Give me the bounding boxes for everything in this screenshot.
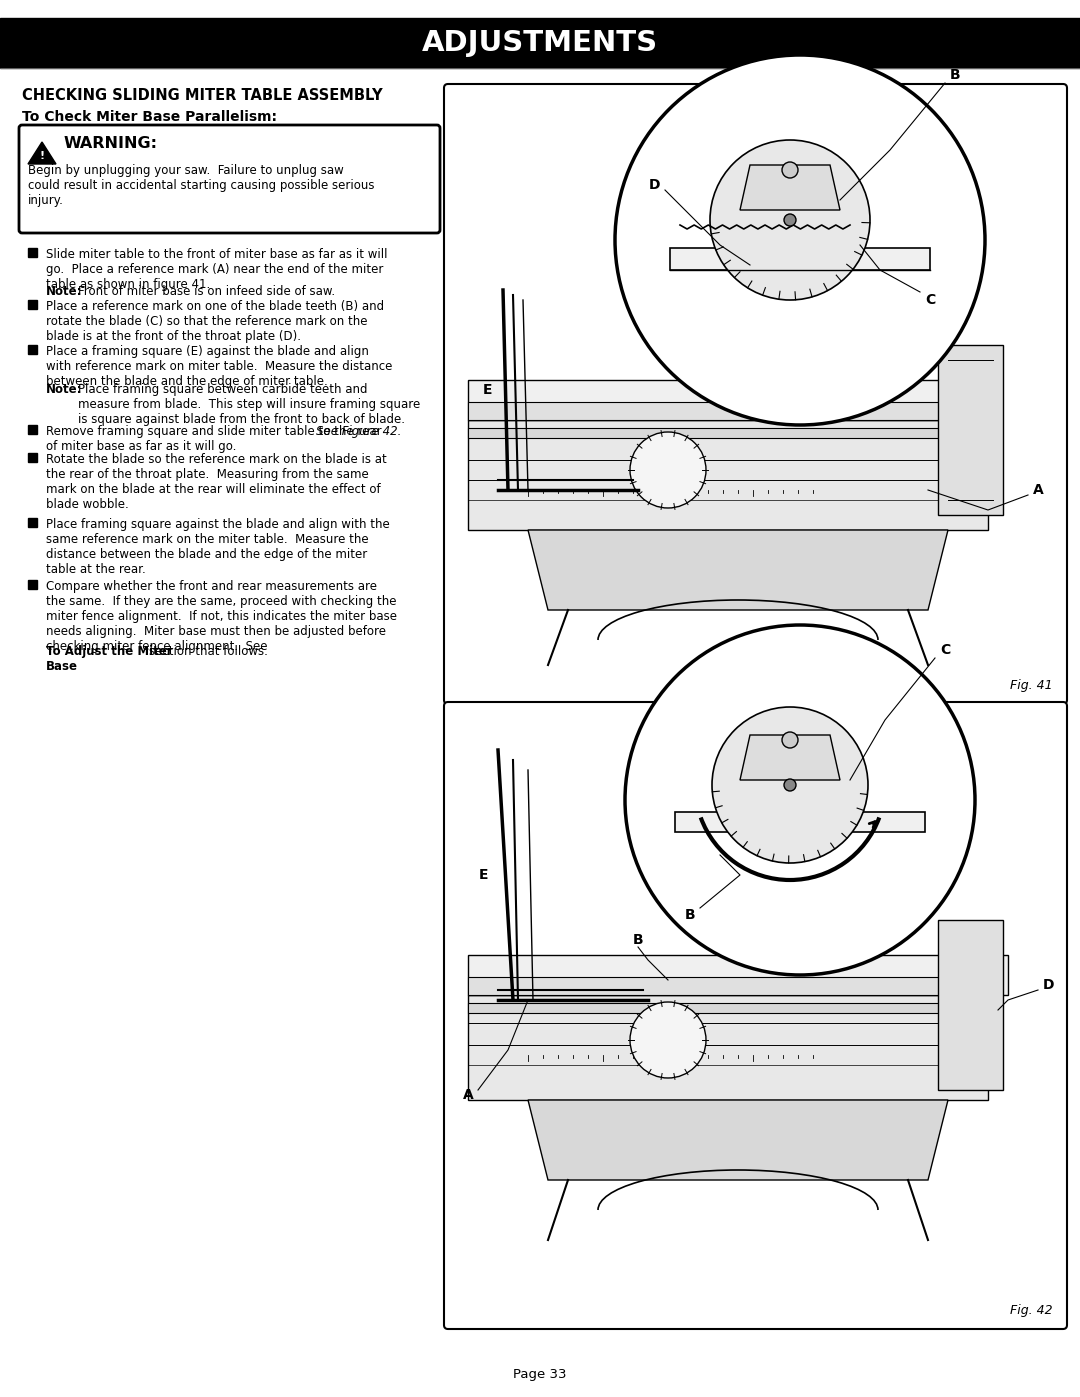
Text: Front of miter base is on infeed side of saw.: Front of miter base is on infeed side of… <box>78 285 335 298</box>
Text: !: ! <box>40 151 44 161</box>
Circle shape <box>782 732 798 747</box>
Text: B: B <box>633 933 644 947</box>
Bar <box>468 420 988 529</box>
Bar <box>468 427 948 439</box>
Text: B: B <box>685 908 696 922</box>
Circle shape <box>710 140 870 300</box>
Text: CHECKING SLIDING MITER TABLE ASSEMBLY: CHECKING SLIDING MITER TABLE ASSEMBLY <box>22 88 382 103</box>
Bar <box>28 580 37 590</box>
Polygon shape <box>528 529 948 610</box>
Text: ADJUSTMENTS: ADJUSTMENTS <box>422 29 658 57</box>
Text: C: C <box>924 293 935 307</box>
Text: E: E <box>478 868 488 882</box>
Bar <box>468 402 948 420</box>
Polygon shape <box>468 956 1008 995</box>
Text: To Adjust the Miter
Base: To Adjust the Miter Base <box>46 645 173 673</box>
Text: Fig. 41: Fig. 41 <box>1011 679 1053 692</box>
Circle shape <box>712 707 868 863</box>
FancyBboxPatch shape <box>19 124 440 233</box>
Text: Place a framing square (E) against the blade and align
with reference mark on mi: Place a framing square (E) against the b… <box>46 345 392 388</box>
Text: Place a reference mark on one of the blade teeth (B) and
rotate the blade (C) so: Place a reference mark on one of the bla… <box>46 300 384 344</box>
Bar <box>468 1003 958 1013</box>
Text: C: C <box>940 643 950 657</box>
Bar <box>670 249 930 270</box>
Bar <box>675 812 924 833</box>
Circle shape <box>615 54 985 425</box>
Bar <box>28 345 37 353</box>
Text: Slide miter table to the front of miter base as far as it will
go.  Place a refe: Slide miter table to the front of miter … <box>46 249 388 291</box>
Bar <box>28 453 37 462</box>
Circle shape <box>630 1002 706 1078</box>
Circle shape <box>630 432 706 509</box>
Text: Place framing square against the blade and align with the
same reference mark on: Place framing square against the blade a… <box>46 518 390 576</box>
Polygon shape <box>740 165 840 210</box>
Text: See Figure 42.: See Figure 42. <box>316 425 402 439</box>
Text: Compare whether the front and rear measurements are
the same.  If they are the s: Compare whether the front and rear measu… <box>46 580 397 652</box>
FancyBboxPatch shape <box>444 703 1067 1329</box>
Text: Rotate the blade so the reference mark on the blade is at
the rear of the throat: Rotate the blade so the reference mark o… <box>46 453 387 511</box>
Polygon shape <box>28 142 56 163</box>
Text: D: D <box>649 177 661 191</box>
Circle shape <box>784 780 796 791</box>
Text: Note:: Note: <box>46 285 82 298</box>
Polygon shape <box>528 1099 948 1180</box>
Polygon shape <box>468 380 998 420</box>
FancyBboxPatch shape <box>444 84 1067 704</box>
Bar <box>28 425 37 434</box>
Text: WARNING:: WARNING: <box>64 136 158 151</box>
Text: B: B <box>949 68 960 82</box>
Bar <box>468 977 958 995</box>
Polygon shape <box>939 345 1003 515</box>
Text: A: A <box>462 1088 473 1102</box>
Bar <box>28 300 37 309</box>
Text: Note:: Note: <box>46 383 82 395</box>
Text: Remove framing square and slide miter table to the rear
of miter base as far as : Remove framing square and slide miter ta… <box>46 425 381 453</box>
Text: A: A <box>1032 483 1043 497</box>
Text: Fig. 42: Fig. 42 <box>1011 1303 1053 1317</box>
Bar <box>468 995 988 1099</box>
Text: Begin by unplugging your saw.  Failure to unplug saw
could result in accidental : Begin by unplugging your saw. Failure to… <box>28 163 375 207</box>
Text: Place framing square between carbide teeth and
measure from blade.  This step wi: Place framing square between carbide tee… <box>78 383 420 426</box>
Text: To Check Miter Base Parallelism:: To Check Miter Base Parallelism: <box>22 110 276 124</box>
Circle shape <box>625 624 975 975</box>
Text: D: D <box>1042 978 1054 992</box>
Polygon shape <box>939 921 1003 1090</box>
Circle shape <box>784 214 796 226</box>
Circle shape <box>782 162 798 177</box>
Text: E: E <box>483 383 492 397</box>
Polygon shape <box>740 735 840 780</box>
Text: section that follows.: section that follows. <box>149 645 268 658</box>
Text: Page 33: Page 33 <box>513 1368 567 1382</box>
Bar <box>28 518 37 527</box>
Bar <box>0 18 1080 68</box>
Bar <box>28 249 37 257</box>
